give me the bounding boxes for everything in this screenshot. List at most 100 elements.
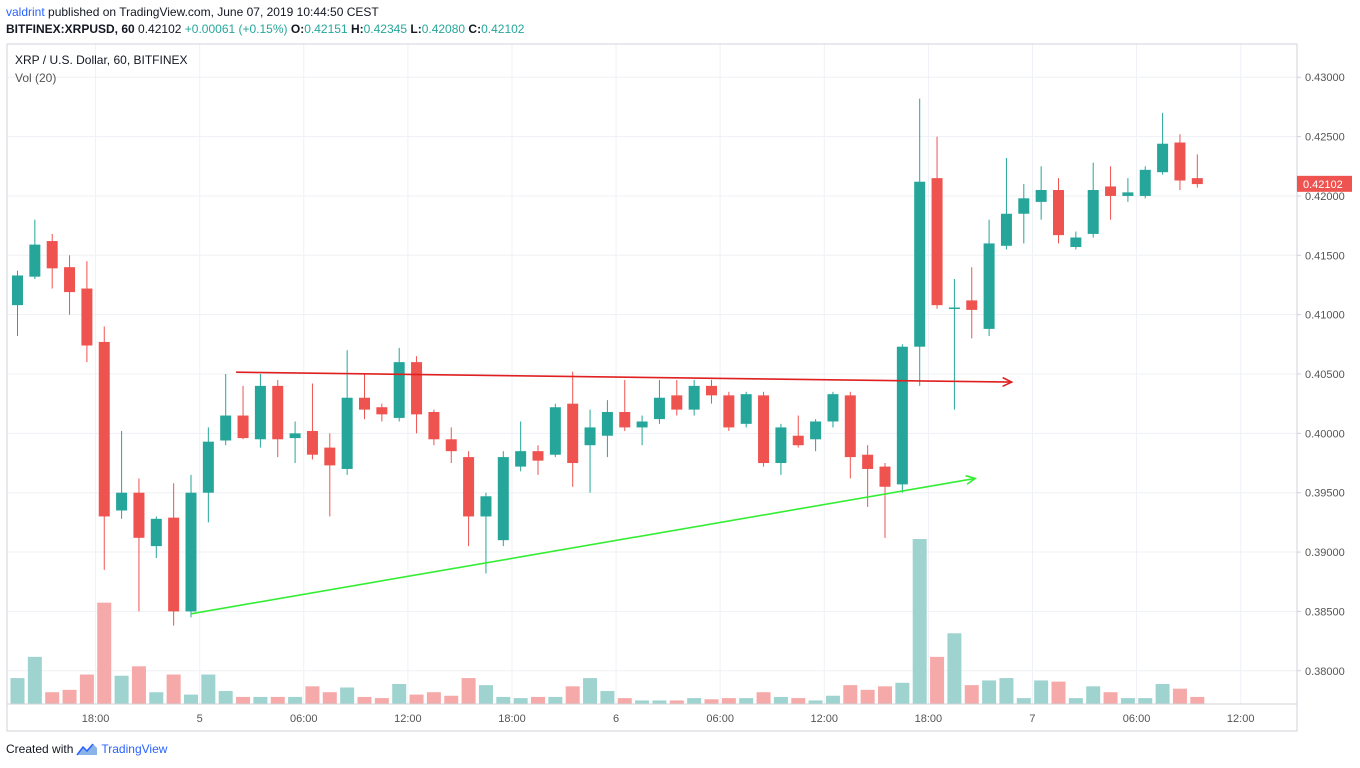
candle-body	[1174, 142, 1186, 181]
high-value: 0.42345	[363, 22, 408, 36]
volume-bar	[652, 700, 667, 704]
candle-body	[896, 346, 908, 485]
candle-body	[64, 267, 76, 293]
candle-body	[584, 427, 596, 446]
y-tick-label: 0.41000	[1305, 310, 1345, 322]
candle-body	[706, 385, 717, 396]
x-tick-label: 12:00	[1227, 713, 1255, 725]
volume-bar	[357, 696, 372, 704]
x-tick-label: 12:00	[394, 713, 422, 725]
y-tick-label: 0.39500	[1305, 488, 1345, 500]
volume-bar	[1155, 683, 1170, 704]
volume-bar	[131, 666, 146, 704]
candle-body	[12, 275, 23, 306]
candle-body	[237, 415, 249, 439]
author-name[interactable]: valdrint	[6, 5, 45, 19]
chart-grid	[7, 44, 1297, 704]
x-tick-label: 5	[197, 713, 203, 725]
volume-bar	[62, 689, 77, 704]
x-tick-label: 06:00	[290, 713, 318, 725]
candle-body	[758, 395, 770, 464]
low-label: L:	[410, 22, 422, 36]
volume-bar	[184, 694, 198, 704]
candle-body	[671, 395, 683, 410]
volume-bar	[721, 698, 736, 704]
y-tick-label: 0.43000	[1305, 72, 1345, 84]
volume-bar	[444, 695, 459, 704]
volume-bar	[1103, 692, 1118, 704]
candle-body	[497, 457, 509, 541]
volume-bar	[999, 678, 1014, 704]
candle-body	[844, 395, 856, 458]
candles	[12, 98, 1203, 626]
candle-body	[1087, 190, 1099, 234]
resistance-trendline	[236, 371, 1012, 383]
volume-bar	[964, 685, 979, 704]
candle-body	[775, 427, 787, 464]
candle-body	[549, 407, 561, 455]
x-tick-label: 7	[1029, 713, 1035, 725]
candle-body	[515, 451, 527, 467]
close-label: C:	[468, 22, 482, 36]
candle-body	[29, 244, 41, 277]
volume-bar	[201, 674, 216, 704]
volume-bar	[1016, 698, 1031, 704]
candle-body	[272, 385, 284, 440]
candle-body	[532, 451, 544, 461]
volume-bar	[1068, 698, 1083, 704]
volume-bar	[687, 698, 702, 704]
volume-bar	[947, 633, 962, 704]
volume-bar	[704, 699, 719, 704]
volume-legend: Vol (20)	[15, 71, 56, 85]
y-tick-label: 0.39000	[1305, 547, 1345, 559]
tradingview-brand[interactable]: TradingView	[101, 742, 168, 756]
volume-bar	[270, 696, 285, 704]
candle-body	[133, 492, 145, 538]
volume-bar	[912, 539, 927, 704]
volume-bar	[305, 686, 320, 704]
candle-body	[810, 421, 822, 440]
candle-body	[1105, 186, 1117, 196]
chart-axes: 0.38000 0.38500 0.39000 0.39500 0.40000 0.405…	[6, 43, 1352, 732]
candle-body	[862, 454, 874, 469]
last-price-marker	[1297, 175, 1352, 192]
x-tick-label: 12:00	[811, 713, 839, 725]
volume-bar	[930, 656, 945, 704]
volume-bar	[496, 696, 511, 704]
candle-body	[740, 394, 752, 424]
candle-body	[98, 341, 110, 517]
created-with-label: Created with	[6, 742, 74, 756]
y-tick-label: 0.42000	[1305, 191, 1345, 203]
candle-body	[966, 300, 978, 310]
candle-body	[428, 411, 440, 440]
candle-body	[653, 397, 665, 420]
volume-bar	[149, 692, 164, 704]
candle-body	[393, 362, 405, 418]
support-trendline	[190, 477, 976, 615]
open-label: O:	[290, 22, 305, 36]
candle-body	[723, 395, 735, 428]
volume-bar	[27, 656, 42, 704]
volume-bar	[218, 691, 233, 704]
volume-bar	[756, 692, 771, 704]
candle-body	[289, 433, 301, 439]
candle-body	[254, 385, 266, 440]
volume-bar	[392, 683, 407, 704]
candle-body	[1018, 198, 1030, 214]
x-tick-label: 06:00	[1123, 713, 1151, 725]
x-tick-label: 18:00	[498, 713, 526, 725]
low-value: 0.42080	[421, 22, 466, 36]
candle-body	[1053, 190, 1064, 236]
chart-title: XRP / U.S. Dollar, 60, BITFINEX	[15, 53, 188, 67]
volume-bar	[1051, 681, 1066, 704]
volume-bar	[1172, 688, 1187, 704]
volume-bar	[531, 696, 545, 704]
volume-bar	[45, 692, 60, 704]
published-text: published on TradingView.com, June 07, 2…	[48, 5, 379, 19]
candle-body	[619, 411, 631, 428]
candle-body	[359, 397, 370, 410]
candle-body	[1139, 169, 1151, 196]
volume-bar	[600, 691, 615, 704]
volume-bar	[860, 689, 875, 704]
